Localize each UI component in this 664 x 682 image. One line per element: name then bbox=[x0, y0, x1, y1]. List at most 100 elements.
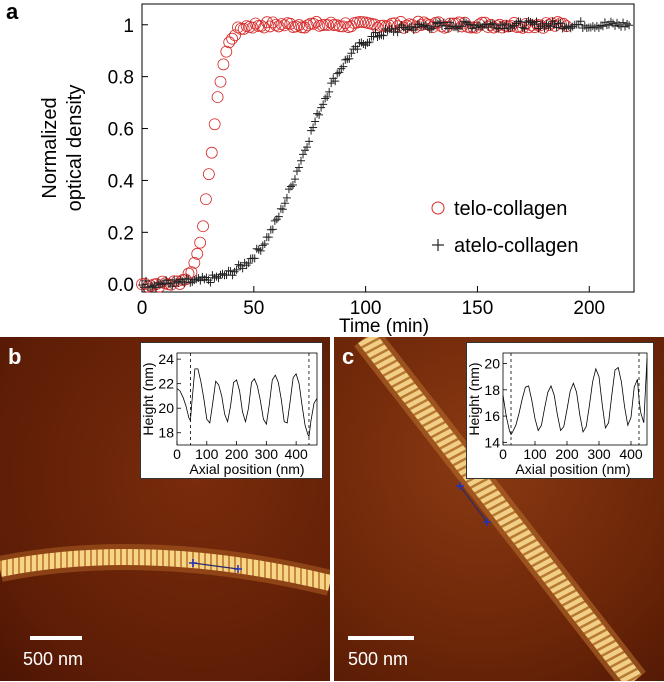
telo-data-point bbox=[255, 19, 268, 32]
inset-x-tick-label: 300 bbox=[255, 446, 279, 462]
atelo-data-point bbox=[359, 39, 368, 48]
atelo-data-point bbox=[184, 275, 193, 284]
atelo-data-point bbox=[244, 259, 253, 268]
atelo-data-point bbox=[317, 103, 326, 112]
atelo-data-point bbox=[333, 69, 342, 78]
inset-y-tick-label: 18 bbox=[484, 382, 500, 398]
inset-frame-b bbox=[176, 352, 318, 446]
atelo-data-point bbox=[458, 22, 467, 31]
atelo-data-point bbox=[258, 241, 267, 250]
atelo-data-point bbox=[148, 282, 157, 291]
profile-path-b bbox=[189, 559, 242, 573]
inset-x-tick-label: 0 bbox=[499, 446, 507, 462]
telo-data-point bbox=[223, 36, 236, 49]
afm-image-c bbox=[334, 337, 664, 681]
inset-y-tick-label: 14 bbox=[484, 434, 500, 450]
telo-data-point bbox=[266, 16, 279, 29]
height-profile-inset-c: 14 16 18 20 0 100 200 300 400 Height (nm) Axial… bbox=[466, 342, 654, 479]
telo-data-point bbox=[293, 19, 305, 31]
legend-marker-telo bbox=[431, 201, 445, 215]
legend-label-atelo: atelo-collagen bbox=[454, 235, 579, 257]
y-axis-label-line-1: Normalized bbox=[39, 97, 61, 198]
atelo-data-point bbox=[574, 20, 583, 29]
atelo-data-point bbox=[556, 19, 565, 28]
telo-data-point bbox=[246, 21, 259, 34]
telo-data-point bbox=[307, 17, 320, 30]
telo-data-point bbox=[298, 21, 311, 34]
inset-y-tick-label: 16 bbox=[484, 408, 500, 424]
telo-collagen-series bbox=[136, 15, 573, 293]
inset-c-y-label: Height (nm) bbox=[467, 362, 482, 435]
telo-data-point bbox=[202, 168, 215, 181]
scalebar-label-b: 500 nm bbox=[23, 649, 84, 669]
atelo-data-point bbox=[566, 24, 575, 33]
telo-data-point bbox=[310, 16, 323, 28]
atelo-data-point bbox=[510, 21, 519, 30]
atelo-data-point bbox=[309, 123, 318, 132]
atelo-data-point bbox=[254, 245, 263, 254]
atelo-data-point bbox=[544, 21, 553, 30]
atelo-data-point bbox=[278, 205, 287, 214]
telo-data-point bbox=[252, 20, 265, 32]
telo-data-point bbox=[447, 17, 459, 30]
inset-c-height-line bbox=[502, 358, 648, 436]
collagen-kinetics-chart: 0.0 0.2 0.4 0.6 0.8 1 0 50 100 150 200 Normalized… bbox=[39, 3, 635, 337]
inset-x-tick-label: 400 bbox=[619, 446, 643, 462]
atelo-data-point bbox=[260, 239, 269, 248]
atelo-data-point bbox=[500, 24, 509, 33]
atelo-data-point bbox=[476, 22, 485, 31]
atelo-data-point bbox=[268, 225, 277, 234]
atelo-data-point bbox=[598, 22, 607, 31]
atelo-data-point bbox=[152, 283, 161, 292]
atelo-data-point bbox=[230, 267, 239, 276]
y-tick-label: 0.6 bbox=[108, 120, 134, 141]
atelo-data-point bbox=[514, 17, 523, 26]
atelo-data-point bbox=[242, 261, 251, 270]
telo-data-point bbox=[290, 20, 302, 33]
telo-data-point bbox=[368, 18, 381, 31]
atelo-data-point bbox=[546, 22, 555, 31]
telo-data-point bbox=[258, 21, 271, 34]
atelo-data-point bbox=[532, 17, 541, 26]
atelo-data-point bbox=[192, 275, 201, 284]
atelo-data-point bbox=[524, 16, 533, 25]
telo-data-point bbox=[295, 21, 308, 34]
atelo-data-point bbox=[550, 20, 559, 29]
atelo-data-point bbox=[371, 28, 380, 37]
inset-b-y-axis: 18 20 22 24 bbox=[158, 351, 181, 441]
atelo-data-point bbox=[606, 17, 615, 26]
telo-data-point bbox=[316, 19, 329, 32]
scalebar-b bbox=[30, 636, 82, 640]
atelo-data-point bbox=[315, 110, 324, 119]
y-tick-label: 0.4 bbox=[108, 171, 135, 192]
telo-data-point bbox=[319, 18, 332, 31]
telo-data-point bbox=[269, 19, 282, 31]
telo-data-point bbox=[327, 19, 340, 31]
inset-b-height-line bbox=[176, 368, 318, 438]
telo-data-point bbox=[278, 19, 291, 32]
telo-data-point bbox=[232, 21, 244, 34]
atelo-data-point bbox=[218, 269, 227, 278]
inset-c-x-label: Axial position (nm) bbox=[515, 461, 630, 477]
telo-data-point bbox=[261, 16, 273, 29]
atelo-data-point bbox=[419, 22, 428, 31]
atelo-data-point bbox=[345, 54, 354, 63]
atelo-data-point bbox=[445, 18, 454, 27]
telo-data-point bbox=[197, 220, 209, 233]
atelo-data-point bbox=[365, 38, 374, 47]
atelo-data-point bbox=[339, 62, 348, 71]
x-axis: 0 50 100 150 200 bbox=[137, 286, 605, 319]
panel-label-a: a bbox=[6, 0, 19, 24]
telo-data-point bbox=[185, 266, 198, 279]
atelo-data-point bbox=[321, 94, 330, 103]
x-tick-label: 150 bbox=[462, 298, 494, 319]
atelo-data-point bbox=[542, 19, 551, 28]
profile-path-c bbox=[456, 482, 491, 526]
atelo-data-point bbox=[447, 22, 456, 31]
atelo-data-point bbox=[206, 278, 215, 287]
inset-y-tick-label: 20 bbox=[484, 356, 500, 372]
inset-x-tick-label: 300 bbox=[587, 446, 611, 462]
telo-data-point bbox=[304, 17, 317, 30]
telo-data-point bbox=[214, 75, 227, 88]
inset-y-tick-label: 24 bbox=[158, 351, 174, 367]
